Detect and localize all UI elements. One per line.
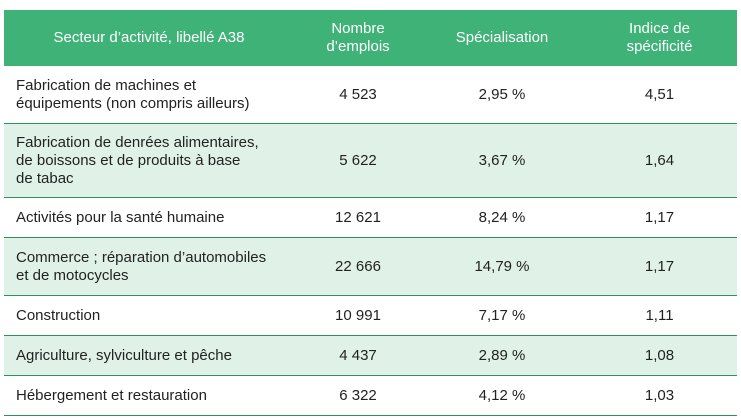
jobs-cell: 22 666 [294, 237, 422, 296]
table-row: Fabrication de denrées alimentaires, de … [4, 123, 737, 198]
sector-table: Secteur d’activité, libellé A38 Nombre d… [4, 10, 737, 416]
header-index: Indice de spécificité [582, 10, 737, 66]
specialisation-cell: 2,95 % [422, 66, 582, 124]
specialisation-cell: 14,79 % [422, 237, 582, 296]
sector-cell: Construction [4, 295, 294, 336]
sector-cell: Activités pour la santé humaine [4, 197, 294, 238]
header-sector: Secteur d’activité, libellé A38 [4, 10, 294, 66]
specialisation-cell: 3,67 % [422, 123, 582, 198]
sector-cell: Commerce ; réparation d’automobiles et d… [4, 237, 294, 296]
sector-cell: Hébergement et restauration [4, 375, 294, 416]
index-cell: 1,11 [582, 295, 737, 336]
header-row: Secteur d’activité, libellé A38 Nombre d… [4, 10, 737, 66]
jobs-cell: 12 621 [294, 197, 422, 238]
table-container: Secteur d’activité, libellé A38 Nombre d… [4, 10, 737, 416]
table-row: Agriculture, sylviculture et pêche 4 437… [4, 335, 737, 376]
sector-cell: Fabrication de denrées alimentaires, de … [4, 123, 294, 198]
jobs-cell: 6 322 [294, 375, 422, 416]
specialisation-cell: 4,12 % [422, 375, 582, 416]
specialisation-cell: 7,17 % [422, 295, 582, 336]
sector-cell: Fabrication de machines et équipements (… [4, 66, 294, 124]
table-row: Fabrication de machines et équipements (… [4, 66, 737, 124]
specialisation-cell: 8,24 % [422, 197, 582, 238]
index-cell: 1,08 [582, 335, 737, 376]
index-cell: 1,64 [582, 123, 737, 198]
table-row: Construction 10 991 7,17 % 1,11 [4, 295, 737, 336]
sector-cell: Agriculture, sylviculture et pêche [4, 335, 294, 376]
index-cell: 1,03 [582, 375, 737, 416]
jobs-cell: 4 437 [294, 335, 422, 376]
index-cell: 1,17 [582, 237, 737, 296]
table-row: Commerce ; réparation d’automobiles et d… [4, 237, 737, 296]
header-jobs: Nombre d’emplois [294, 10, 422, 66]
index-cell: 1,17 [582, 197, 737, 238]
jobs-cell: 5 622 [294, 123, 422, 198]
jobs-cell: 10 991 [294, 295, 422, 336]
index-cell: 4,51 [582, 66, 737, 124]
table-row: Activités pour la santé humaine 12 621 8… [4, 197, 737, 238]
header-specialisation: Spécialisation [422, 10, 582, 66]
specialisation-cell: 2,89 % [422, 335, 582, 376]
table-row: Hébergement et restauration 6 322 4,12 %… [4, 375, 737, 416]
jobs-cell: 4 523 [294, 66, 422, 124]
